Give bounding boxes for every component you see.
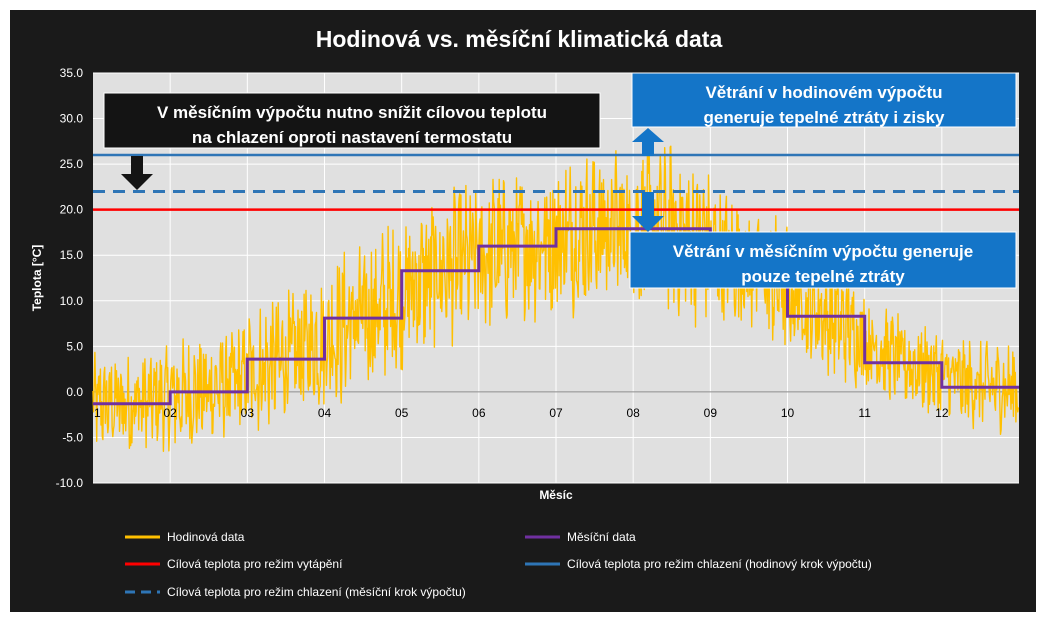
annotation-hourly-ventilation-box [631, 72, 1017, 128]
x-tick-label: 09 [704, 406, 718, 420]
x-axis-label: Měsíc [539, 488, 573, 502]
x-tick-label: 08 [626, 406, 640, 420]
annotation-monthly-ventilation-text: pouze tepelné ztráty [741, 267, 905, 286]
legend-label: Měsíční data [567, 530, 636, 544]
legend-label: Cílová teplota pro režim vytápění [167, 557, 343, 571]
y-tick-label: 25.0 [60, 157, 84, 171]
annotation-hourly-ventilation-text: Větrání v hodinovém výpočtu [705, 83, 942, 102]
legend-label: Cílová teplota pro režim chlazení (hodin… [567, 557, 872, 571]
hourly-data-line [92, 143, 1020, 452]
legend-item: Hodinová data [125, 530, 245, 544]
legend-layer: Hodinová data Měsíční data Cílová teplota … [125, 530, 872, 599]
axis-layer: 35.0 30.0 25.0 20.0 15.0 10.0 5.0 0.0 -5.0 -10.0 1… [56, 66, 949, 490]
y-tick-label: 30.0 [60, 112, 84, 126]
annotation-monthly-cooling-text: V měsíčním výpočtu nutno snížit cílovou … [157, 103, 547, 122]
x-tick-label: 02 [163, 406, 177, 420]
arrow-up-blue-icon [632, 128, 664, 156]
x-tick-label: 05 [395, 406, 409, 420]
monthly-data-layer [93, 227, 1019, 406]
legend-label: Cílová teplota pro režim chlazení (měsíč… [167, 585, 466, 599]
annotation-monthly-cooling: V měsíčním výpočtu nutno snížit cílovou … [103, 92, 601, 149]
y-axis-label: Teplota [°C] [30, 245, 44, 312]
y-tick-label: 15.0 [60, 248, 84, 262]
x-tick-label: 10 [781, 406, 795, 420]
monthly-data-step-line [93, 227, 1019, 406]
legend-item: Cílová teplota pro režim chlazení (hodin… [525, 557, 872, 571]
annotation-hourly-ventilation: Větrání v hodinovém výpočtu generuje tepe… [631, 72, 1017, 128]
annotation-monthly-cooling-box [103, 92, 601, 149]
annotation-hourly-ventilation-text: generuje tepelné ztráty i zisky [704, 108, 945, 127]
x-tick-label: 07 [549, 406, 563, 420]
annotation-monthly-ventilation-box [629, 231, 1017, 289]
legend-label: Hodinová data [167, 530, 245, 544]
y-tick-label: 5.0 [66, 339, 83, 353]
x-tick-label: 12 [935, 406, 949, 420]
y-tick-label: 35.0 [60, 66, 84, 80]
y-tick-label: 20.0 [60, 203, 84, 217]
y-tick-label: -10.0 [56, 476, 84, 490]
legend-item: Cílová teplota pro režim chlazení (měsíč… [125, 585, 466, 599]
legend-item: Cílová teplota pro režim vytápění [125, 557, 343, 571]
annotation-monthly-cooling-text: na chlazení oproti nastavení termostatu [192, 128, 512, 147]
arrow-down-blue-icon [632, 192, 664, 232]
annotation-monthly-ventilation: Větrání v měsíčním výpočtu generuje pouze… [629, 231, 1017, 289]
x-tick-label: 06 [472, 406, 486, 420]
y-tick-label: 0.0 [66, 385, 83, 399]
arrow-down-black-icon [121, 156, 153, 190]
legend-item: Měsíční data [525, 530, 636, 544]
y-tick-label: -5.0 [62, 430, 83, 444]
y-tick-label: 10.0 [60, 294, 84, 308]
x-tick-label: 11 [858, 406, 871, 420]
x-tick-label: 1 [94, 406, 101, 420]
x-tick-label: 03 [241, 406, 255, 420]
hourly-data-layer [92, 143, 1020, 452]
annotation-layer: V měsíčním výpočtu nutno snížit cílovou … [103, 72, 1017, 289]
target-lines-layer [93, 153, 1019, 211]
x-tick-label: 04 [318, 406, 332, 420]
annotation-monthly-ventilation-text: Větrání v měsíčním výpočtu generuje [673, 242, 973, 261]
chart-title: Hodinová vs. měsíční klimatická data [316, 26, 723, 52]
